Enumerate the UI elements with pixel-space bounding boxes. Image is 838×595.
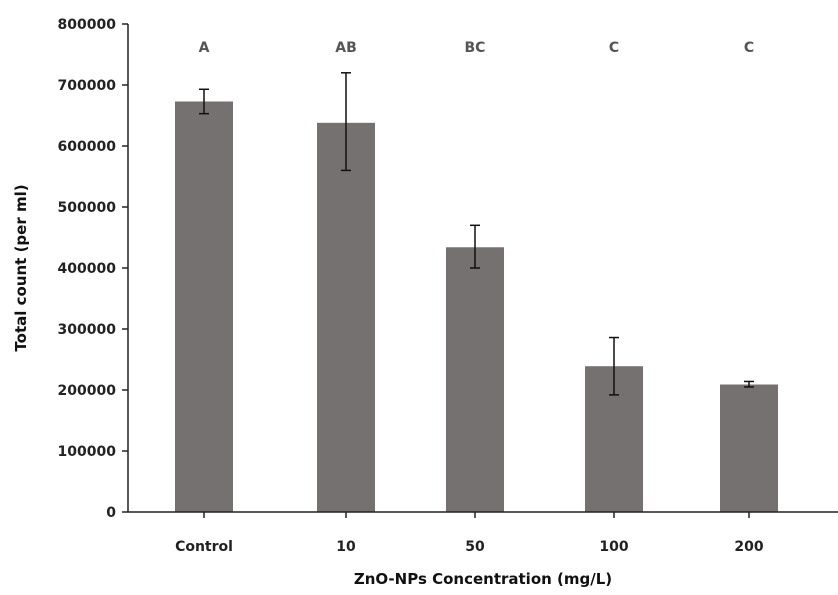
y-axis-title: Total count (per ml) (12, 184, 30, 351)
y-tick-label: 500000 (58, 200, 117, 216)
bar-50 (446, 247, 504, 512)
y-tick-label: 400000 (58, 261, 117, 277)
error-bars (199, 72, 754, 396)
y-tick-label: 300000 (58, 322, 117, 338)
y-tick-label: 800000 (58, 17, 117, 33)
significance-label: A (199, 40, 210, 56)
significance-label: C (744, 40, 754, 56)
significance-label: BC (465, 40, 486, 56)
y-tick-label: 200000 (58, 383, 117, 399)
error-bar-50 (470, 224, 480, 269)
error-bar-10 (341, 72, 351, 172)
error-bar-200 (744, 380, 754, 388)
bar-200 (720, 384, 778, 512)
bar-10 (317, 122, 375, 512)
x-tick-label: 200 (734, 539, 763, 555)
y-tick-label: 100000 (58, 444, 117, 460)
y-tick-label: 700000 (58, 78, 117, 94)
bar-control (175, 101, 233, 512)
significance-label: AB (335, 40, 357, 56)
x-tick-label: 50 (465, 539, 485, 555)
y-axis-ticks: 0 100000 200000 300000 400000 500000 600000 700… (58, 17, 128, 521)
significance-label: C (609, 40, 619, 56)
y-tick-label: 600000 (58, 139, 117, 155)
x-tick-label: Control (175, 539, 233, 555)
x-tick-label: 10 (336, 539, 356, 555)
error-bar-100 (609, 336, 619, 396)
bars (175, 101, 778, 512)
significance-labels: A AB BC C C (199, 40, 755, 56)
y-tick-label: 0 (106, 505, 116, 521)
error-bar-control (199, 88, 209, 115)
x-axis-ticks: Control 10 50 100 200 (175, 512, 764, 555)
x-tick-label: 100 (599, 539, 628, 555)
x-axis-title: ZnO-NPs Concentration (mg/L) (354, 570, 612, 588)
